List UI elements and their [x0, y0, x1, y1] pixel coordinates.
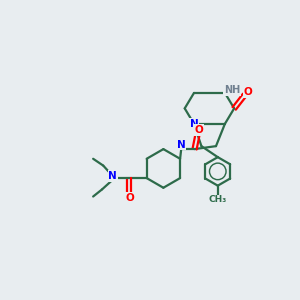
Text: O: O [195, 125, 203, 135]
Text: O: O [125, 193, 134, 203]
Text: N: N [108, 171, 117, 181]
Text: CH₃: CH₃ [208, 195, 227, 204]
Text: NH: NH [224, 85, 241, 95]
Text: N: N [190, 119, 198, 129]
Text: O: O [244, 87, 253, 97]
Text: N: N [177, 140, 186, 150]
